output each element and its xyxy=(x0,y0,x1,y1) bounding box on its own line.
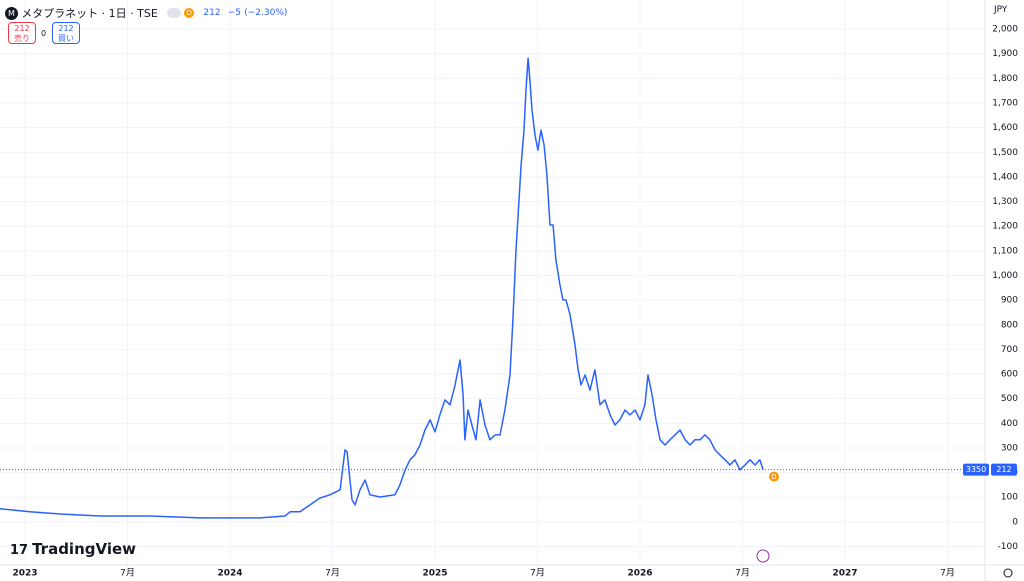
y-tick-label: 800 xyxy=(1001,320,1018,330)
y-tick-label: 1,600 xyxy=(992,123,1018,133)
y-tick-label: 500 xyxy=(1001,394,1018,404)
y-tick-label: -100 xyxy=(998,542,1019,552)
x-tick-label: 7月 xyxy=(325,568,340,579)
change-percent: (−2.30%) xyxy=(244,8,288,18)
brand: 17 TradingView xyxy=(10,540,136,558)
x-tick-label: 7月 xyxy=(530,568,545,579)
marker-label: D xyxy=(771,473,776,481)
countdown: 3350 xyxy=(966,465,986,474)
x-tick-label: 2026 xyxy=(627,569,652,579)
x-tick-label: 7月 xyxy=(735,568,750,579)
x-tick-label: 7月 xyxy=(940,568,955,579)
y-tick-label: 900 xyxy=(1001,296,1018,306)
y-tick-label: 400 xyxy=(1001,419,1018,429)
y-tick-label: 2,000 xyxy=(992,25,1018,35)
y-tick-label: 700 xyxy=(1001,345,1018,355)
settings-icon xyxy=(1003,568,1013,578)
price-label: 212 xyxy=(996,465,1011,474)
brand-name: TradingView xyxy=(32,540,137,558)
x-tick-label: 2027 xyxy=(832,569,857,579)
y-tick-label: 1,700 xyxy=(992,98,1018,108)
y-tick-label: 600 xyxy=(1001,370,1018,380)
x-tick-label: 2025 xyxy=(422,569,447,579)
sell-label: 売り xyxy=(14,34,30,43)
y-tick-label: 1,000 xyxy=(992,271,1018,281)
logo: M xyxy=(5,6,18,20)
x-tick-label: 2023 xyxy=(12,569,37,579)
price-line-series xyxy=(0,57,764,519)
y-tick-label: 1,500 xyxy=(992,148,1018,158)
collapse-button[interactable] xyxy=(167,8,182,18)
event-icon xyxy=(756,549,770,563)
marker-badge xyxy=(768,471,779,482)
y-tick-label: 1,400 xyxy=(992,172,1018,182)
buy-label: 買い xyxy=(58,34,74,43)
brand-logo: 17 xyxy=(10,543,29,558)
y-tick-label: 1,200 xyxy=(992,222,1018,232)
buy-price: 212 xyxy=(58,24,74,33)
x-tick-label: 2024 xyxy=(217,569,242,579)
y-tick-label: 1,100 xyxy=(992,246,1018,256)
x-tick-label: 7月 xyxy=(120,568,135,579)
currency[interactable]: JPY xyxy=(994,5,1008,15)
interval-badge: D xyxy=(184,8,195,18)
y-tick-label: 1,900 xyxy=(992,49,1018,59)
y-tick-label: 0 xyxy=(1012,517,1018,527)
sell-price: 212 xyxy=(14,24,30,33)
y-tick-label: 300 xyxy=(1001,443,1018,453)
header: M メタプラネット · 1日 · TSE D 212 −5 (−2.30%) xyxy=(5,5,287,21)
price-label-box xyxy=(991,463,1017,476)
change: −5 xyxy=(227,8,242,18)
symbol[interactable]: メタプラネット · 1日 · TSE xyxy=(21,7,158,20)
sell-button[interactable]: 212 売り xyxy=(8,22,36,44)
y-tick-label: 1,800 xyxy=(992,74,1018,84)
buy-button[interactable]: 212 買い xyxy=(52,22,80,44)
last-price: 212 xyxy=(203,8,221,18)
spread: 0 xyxy=(41,29,47,38)
y-tick-label: 100 xyxy=(1001,493,1018,503)
y-tick-label: 1,300 xyxy=(992,197,1018,207)
countdown-box xyxy=(963,463,989,476)
